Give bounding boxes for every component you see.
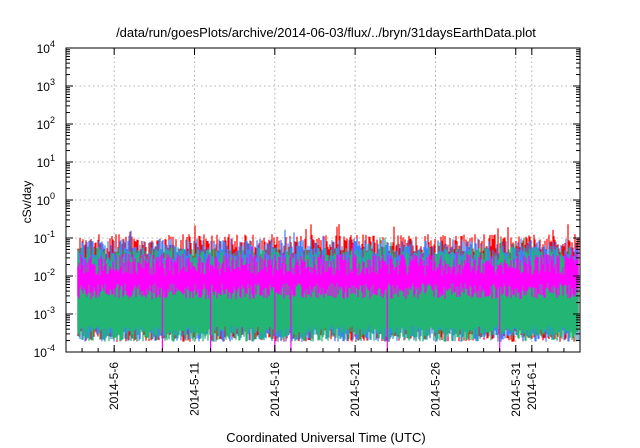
y-tick-label: 102 bbox=[37, 115, 55, 132]
x-tick-label: 2014-5-11 bbox=[188, 362, 202, 416]
y-tick-label: 104 bbox=[37, 39, 55, 56]
x-axis-label: Coordinated Universal Time (UTC) bbox=[226, 430, 425, 445]
chart-title: /data/run/goesPlots/archive/2014-06-03/f… bbox=[116, 25, 536, 40]
y-axis: 10-4 10-3 10-2 10-1 100 101 102 103 104 bbox=[34, 39, 580, 360]
plot-series bbox=[77, 224, 579, 352]
x-tick-label: 2014-5-31 bbox=[509, 362, 523, 417]
series-band bbox=[77, 244, 579, 352]
x-tick-label: 2014-5-6 bbox=[107, 362, 121, 410]
y-tick-label: 10-3 bbox=[34, 305, 55, 322]
y-tick-label: 10-4 bbox=[34, 343, 55, 360]
y-tick-label: 100 bbox=[37, 191, 55, 208]
y-axis-label: cSv/day bbox=[20, 181, 34, 224]
y-tick-label: 103 bbox=[37, 77, 55, 94]
y-tick-label: 101 bbox=[37, 153, 55, 170]
x-tick-label: 2014-5-26 bbox=[428, 362, 442, 417]
x-tick-label: 2014-5-16 bbox=[268, 362, 282, 417]
y-tick-label: 10-2 bbox=[34, 267, 55, 284]
x-tick-label: 2014-5-21 bbox=[348, 362, 362, 417]
x-axis: 2014-5-6 2014-5-11 2014-5-16 2014-5-21 2014-… bbox=[65, 48, 581, 417]
x-tick-label: 2014-6-1 bbox=[525, 362, 539, 410]
y-tick-label: 10-1 bbox=[34, 229, 55, 246]
